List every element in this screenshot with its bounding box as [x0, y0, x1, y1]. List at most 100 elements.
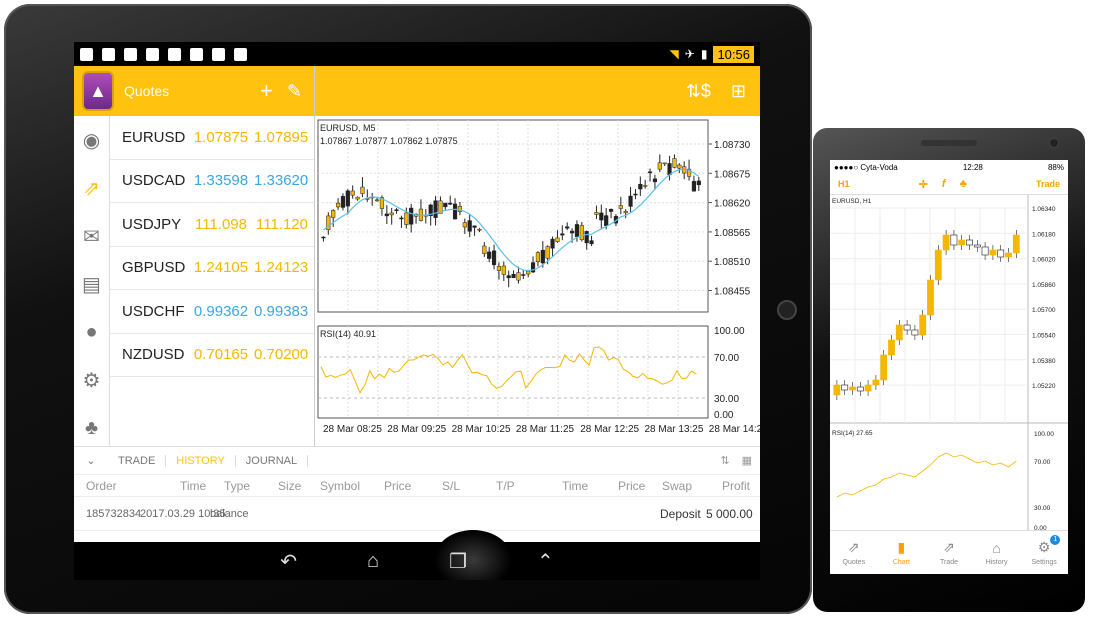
quote-row[interactable]: USDJPY 111.098 111.120 — [110, 203, 314, 247]
phone-tab-bar: ⇗ Quotes ▮ Chart ⇗ Trade ⌂ History ⚙ Settings 1 — [830, 530, 1068, 574]
add-icon[interactable]: + — [260, 78, 273, 103]
back-icon[interactable]: ↶ — [280, 550, 297, 573]
quote-row[interactable]: USDCHF 0.99362 0.99383 — [110, 290, 314, 334]
new-order-icon[interactable]: ⊞ — [730, 80, 746, 101]
candle — [856, 386, 864, 392]
quote-row[interactable]: USDCAD 1.33598 1.33620 — [110, 160, 314, 203]
quote-symbol: EURUSD — [122, 128, 186, 146]
tab-journal[interactable]: JOURNAL — [236, 454, 309, 467]
phone-camera — [1049, 138, 1059, 148]
candle — [335, 202, 341, 208]
quote-ask: 0.70200 — [254, 346, 309, 364]
trade-icon[interactable]: ⇗ — [83, 177, 100, 200]
candle — [555, 237, 560, 242]
youtube-icon — [146, 47, 159, 61]
price-tick-label: 1.06340 — [1032, 206, 1056, 213]
trade-dollar-icon[interactable]: ⇅$ — [685, 80, 711, 101]
news-icon[interactable]: ▤ — [82, 273, 101, 296]
quotes-panel: ▲ Quotes + ✎ ◉ ⇗ ✉ ▤ ● ⚙ ♣ EURUSD 1.07875… — [74, 66, 314, 446]
tab-trade[interactable]: TRADE — [108, 454, 167, 467]
notification-icons — [80, 47, 247, 61]
settings-icon[interactable]: ⚙ — [82, 369, 101, 392]
chat-icon[interactable]: ● — [85, 320, 98, 343]
col-tp: T/P — [496, 478, 515, 493]
candle — [618, 205, 623, 209]
candle — [942, 234, 950, 251]
candle — [579, 225, 584, 241]
airplane-icon: ✈ — [684, 47, 695, 61]
candle — [482, 245, 487, 254]
recent-apps-icon[interactable]: ❐ — [449, 550, 468, 573]
candle — [516, 272, 521, 281]
wifi-icon: ◥ — [669, 47, 679, 61]
candle — [545, 246, 550, 259]
candle — [462, 222, 467, 228]
candle — [574, 224, 580, 237]
price-tick-label: 1.08565 — [714, 228, 751, 239]
time-tick-label: 28 Mar 12:25 — [580, 424, 639, 435]
candle — [628, 195, 633, 207]
candle — [981, 246, 989, 256]
side-nav: ◉ ⇗ ✉ ▤ ● ⚙ ♣ — [74, 116, 110, 446]
phone-tab-history[interactable]: ⌂ History — [973, 531, 1021, 574]
price-chart[interactable]: 1.08730 1.08675 1.08620 1.08565 1.08510 1.084… — [315, 116, 760, 446]
chart-ohlc-label: 1.07867 1.07877 1.07862 1.07875 — [320, 136, 458, 146]
col-time: Time — [180, 478, 207, 493]
candle — [350, 190, 355, 196]
candle — [934, 249, 942, 281]
time-tick-label: 28 Mar 14:2 — [709, 424, 760, 435]
candle — [966, 239, 973, 246]
rsi-tick-label: 0.00 — [1034, 525, 1047, 531]
col-order: Order — [86, 478, 117, 493]
phone-tab-chart[interactable]: ▮ Chart — [878, 531, 926, 574]
edit-icon[interactable]: ✎ — [286, 80, 302, 101]
collapse-chevron-icon[interactable]: ⌄ — [86, 455, 96, 467]
price-tick-label: 1.05700 — [1032, 307, 1056, 314]
rsi-tick-label: 0.00 — [714, 410, 734, 421]
col-profit: Profit — [722, 478, 751, 493]
tablet-screen: ◥ ✈ ▮ 10:56 ▲ Quotes + ✎ ◉ ⇗ ✉ ▤ — [74, 42, 760, 580]
indicator-icon[interactable]: f — [941, 177, 946, 190]
candle — [594, 212, 599, 215]
candle — [880, 354, 888, 381]
quote-row[interactable]: NZDUSD 0.70165 0.70200 — [110, 334, 314, 377]
calendar-icon[interactable]: ▦ — [741, 455, 752, 467]
time-tick-label: 28 Mar 13:25 — [645, 424, 704, 435]
phone-tab-trade[interactable]: ⇗ Trade — [925, 531, 973, 574]
candle — [691, 181, 697, 192]
home-icon[interactable]: ⌂ — [366, 549, 380, 572]
menu-up-icon[interactable]: ⌃ — [537, 550, 554, 573]
table-row[interactable]: 185732834 2017.03.29 10:35 balance Depos… — [74, 497, 760, 531]
trade-button[interactable]: Trade — [1035, 179, 1060, 189]
quote-row[interactable]: GBPUSD 1.24105 1.24123 — [110, 247, 314, 290]
candle — [888, 339, 895, 356]
mail-icon[interactable]: ✉ — [83, 225, 100, 248]
app-logo[interactable]: ▲ — [82, 71, 114, 111]
objects-icon[interactable]: ♣ — [959, 177, 967, 190]
quotes-icon: ⇗ — [847, 539, 860, 555]
community-icon[interactable]: ♣ — [84, 416, 99, 439]
notification-badge: 1 — [1050, 535, 1061, 545]
candle — [535, 252, 541, 262]
phone-speaker — [921, 140, 977, 146]
candle — [399, 217, 404, 220]
phone-price-chart[interactable]: 1.06340 1.06180 1.06020 1.05860 1.05700 1.055… — [830, 194, 1068, 532]
quotes-toolbar: ▲ Quotes + ✎ — [74, 66, 314, 116]
trade-icon: ⇗ — [943, 539, 955, 555]
order-id: 185732834 — [86, 507, 142, 520]
timeframe-button[interactable]: H1 — [838, 179, 850, 189]
price-tick-label: 1.05220 — [1032, 383, 1056, 390]
account-icon[interactable]: ◉ — [82, 129, 101, 152]
candle — [530, 262, 536, 273]
sort-icon[interactable]: ⇅ — [720, 455, 730, 467]
crosshair-icon[interactable]: ✛ — [918, 178, 928, 191]
candle — [584, 231, 589, 244]
quote-row[interactable]: EURUSD 1.07875 1.07895 — [110, 116, 314, 160]
phone-tab-quotes[interactable]: ⇗ Quotes — [830, 531, 878, 574]
candle — [374, 199, 380, 202]
phone-tab-settings[interactable]: ⚙ Settings 1 — [1020, 531, 1068, 574]
tab-history[interactable]: HISTORY — [166, 454, 236, 467]
candle — [404, 212, 409, 225]
phone-toolbar: H1 ✛ f ♣ Trade — [830, 174, 1068, 194]
